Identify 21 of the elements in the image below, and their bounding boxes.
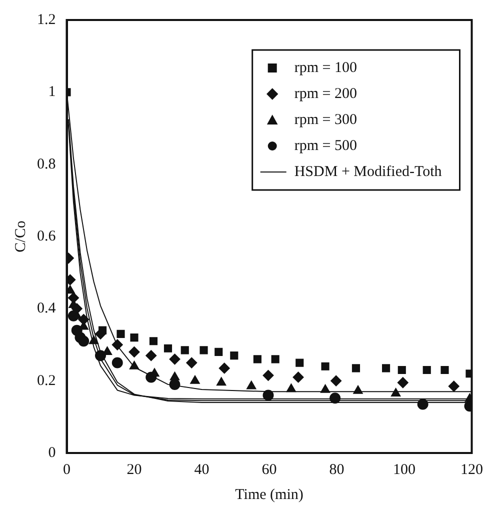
y-tick-label: 1.2 bbox=[37, 12, 56, 28]
y-tick-label: 0.2 bbox=[37, 372, 56, 389]
y-tick-label: 0.4 bbox=[37, 300, 56, 317]
y-tick-label: 0.6 bbox=[37, 228, 56, 244]
x-tick-label: 80 bbox=[329, 462, 344, 478]
x-tick-label: 60 bbox=[262, 462, 277, 478]
x-tick-label: 0 bbox=[63, 462, 70, 478]
legend-label: rpm = 100 bbox=[294, 60, 357, 76]
x-tick-label: 40 bbox=[194, 462, 210, 478]
x-axis-title: Time (min) bbox=[235, 486, 304, 503]
y-tick-label: 0.8 bbox=[37, 156, 56, 172]
legend-label: HSDM + Modified-Toth bbox=[294, 164, 442, 180]
legend-label: rpm = 500 bbox=[294, 138, 357, 154]
y-axis-title: C/Co bbox=[12, 220, 29, 252]
x-tick-label: 100 bbox=[393, 462, 416, 478]
x-tick-label: 20 bbox=[126, 462, 142, 478]
y-tick-label: 1 bbox=[48, 84, 56, 100]
legend-label: rpm = 200 bbox=[294, 86, 357, 102]
legend-label: rpm = 300 bbox=[294, 112, 357, 128]
x-tick-label: 120 bbox=[460, 462, 483, 478]
y-tick-label: 0 bbox=[48, 444, 56, 461]
